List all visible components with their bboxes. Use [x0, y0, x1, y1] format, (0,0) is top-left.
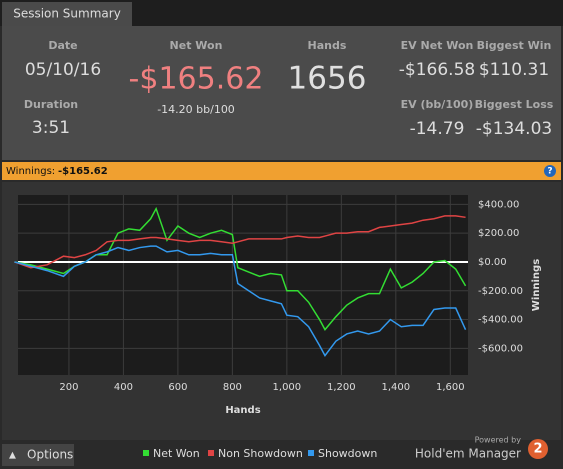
winnings-label: Winnings: — [6, 166, 55, 177]
x-tick-label: 1,400 — [381, 382, 410, 393]
net-won-bb: -14.20 bb/100 — [157, 103, 235, 116]
biggest-loss-label: Biggest Loss — [475, 98, 554, 111]
x-tick-label: 200 — [59, 382, 78, 393]
x-tick-label: 800 — [223, 382, 242, 393]
date-value: 05/10/16 — [25, 60, 101, 80]
legend-swatch — [308, 450, 314, 456]
date-label: Date — [48, 39, 77, 52]
options-arrow[interactable]: ▲ — [9, 451, 16, 461]
x-tick-label: 1,000 — [273, 382, 302, 393]
x-axis-label: Hands — [225, 405, 260, 416]
biggest-win-value: $110.31 — [479, 60, 549, 80]
series-line — [14, 215, 466, 269]
biggest-win-label: Biggest Win — [477, 39, 552, 52]
ev-net-won-value: -$166.58 — [399, 60, 475, 80]
y-tick-label: $400.00 — [478, 199, 519, 210]
ev-net-won-label: EV Net Won — [401, 39, 474, 52]
duration-value: 3:51 — [32, 118, 70, 138]
help-text[interactable]: ? — [547, 167, 552, 177]
y-tick-label: -$200.00 — [478, 286, 523, 297]
logo — [528, 439, 548, 459]
y-tick-label: -$400.00 — [478, 315, 523, 326]
y-tick-label: $200.00 — [478, 228, 519, 239]
y-axis-label: Winnings — [531, 259, 542, 311]
net-won-value: -$165.62 — [129, 62, 264, 97]
biggest-loss-value: -$134.03 — [476, 119, 552, 139]
options-button[interactable] — [2, 444, 74, 466]
hands-value: 1656 — [288, 61, 367, 97]
summary-panel — [2, 26, 561, 160]
y-tick-label: -$600.00 — [478, 343, 523, 354]
brand: Hold'em Manager — [415, 447, 521, 461]
legend-swatch — [208, 450, 214, 456]
ev-bb-value: -14.79 — [410, 119, 465, 139]
winnings-bar — [2, 162, 561, 180]
tab-label[interactable]: Session Summary — [13, 7, 121, 21]
x-tick-label: 600 — [168, 382, 187, 393]
legend-label: Non Showdown — [218, 447, 303, 460]
legend-label: Net Won — [153, 447, 200, 460]
tab[interactable] — [2, 2, 132, 26]
logo-text: 2 — [533, 442, 542, 457]
powered-by: Powered by — [475, 436, 522, 445]
legend-swatch — [143, 450, 149, 456]
series-line — [14, 245, 467, 357]
duration-label: Duration — [24, 98, 78, 111]
options-label[interactable]: Options — [27, 448, 73, 462]
help-icon[interactable] — [544, 165, 556, 177]
series-line — [14, 206, 467, 331]
legend-label: Showdown — [318, 447, 377, 460]
x-tick-label: 1,600 — [436, 382, 465, 393]
net-won-label: Net Won — [170, 39, 223, 52]
ev-bb-label: EV (bb/100) — [401, 98, 474, 111]
x-tick-label: 1,200 — [327, 382, 356, 393]
x-tick-label: 400 — [114, 382, 133, 393]
y-tick-label: $0.00 — [478, 257, 507, 268]
hands-label: Hands — [308, 39, 347, 52]
winnings-value: -$165.62 — [58, 166, 108, 177]
